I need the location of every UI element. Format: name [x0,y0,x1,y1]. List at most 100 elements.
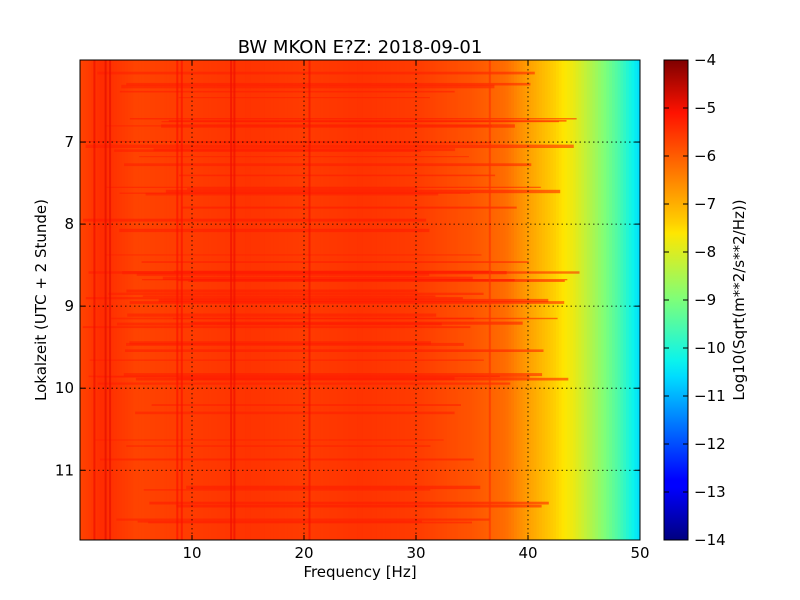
heatmap-column [110,60,115,540]
heatmap-band [89,359,484,361]
heatmap-band [162,276,473,280]
heatmap-band [149,501,549,505]
heatmap-column [113,60,117,540]
heatmap-column [82,60,87,540]
heatmap-band [82,326,471,329]
heatmap-band [136,272,430,276]
colorbar-tick-label: −11 [694,387,726,405]
heatmap-column [567,60,571,540]
heatmap-band [165,189,561,194]
heatmap-column [626,60,630,540]
heatmap-column [592,60,596,540]
heatmap-column [122,60,126,540]
heatmap-column [620,60,624,540]
y-tick-label: 7 [64,133,74,151]
heatmap-column [141,60,145,540]
heatmap-band [88,271,580,274]
x-tick-label: 40 [518,544,537,562]
colorbar-tick-label: −7 [694,195,716,213]
heatmap-column [85,60,89,540]
heatmap-line [233,60,236,540]
heatmap-column [102,60,106,540]
heatmap-column [631,60,635,540]
colorbar-tick-label: −4 [694,51,716,69]
grid-lines [80,60,640,540]
heatmap-band [125,349,544,352]
heatmap-band [124,163,532,167]
heatmap-band [126,445,431,447]
heatmap-band [161,124,515,128]
heatmap-column [564,60,568,540]
heatmap-column [606,60,610,540]
heatmap-column [150,60,154,540]
colorbar-ticks: −4 −5 −6 −7 −8 −9 −10 −11 −12 −13 −14 [664,51,726,549]
heatmap-band [141,261,529,263]
x-axis-ticks: 10 20 30 40 50 [182,60,650,562]
heatmap-spectral-lines [93,60,491,540]
heatmap-band [151,404,461,406]
heatmap-band [127,313,437,317]
heatmap-band [158,298,549,303]
heatmap-column [547,60,551,540]
heatmap-band [95,439,444,441]
heatmap-line [308,60,311,540]
y-axis-ticks: 7 8 9 10 11 [55,133,640,479]
heatmap-column [575,60,579,540]
heatmap-band [100,458,474,461]
heatmap-column [617,60,621,540]
heatmap-band [85,144,574,148]
heatmap-band [181,206,517,209]
heatmap-column [586,60,591,540]
heatmap-column [603,60,607,540]
heatmap-column [130,60,134,540]
colorbar-tick-label: −8 [694,243,716,261]
heatmap-column [124,60,129,540]
x-tick-label: 30 [406,544,425,562]
heatmap-column [612,60,616,540]
heatmap-column [572,60,577,540]
heatmap-column [133,60,137,540]
colorbar-tick-label: −12 [694,435,726,453]
heatmap-band [116,518,490,521]
x-axis-title: Frequency [Hz] [303,563,416,581]
colorbar-tick-label: −5 [694,99,716,117]
heatmap-column [595,60,599,540]
heatmap-band [119,90,455,93]
plot-frame [79,59,641,541]
heatmap-column [609,60,613,540]
heatmap-column [144,60,148,540]
heatmap-band [119,228,430,233]
heatmap-column [96,60,101,540]
heatmap-band [97,376,530,378]
heatmap-band [129,301,565,304]
x-tick-label: 50 [630,544,649,562]
y-tick-label: 9 [64,297,74,315]
heatmap-band [106,186,541,188]
heatmap-column [138,60,143,540]
heatmap-band [188,280,565,282]
heatmap-band [121,84,495,89]
heatmap-band [179,174,496,177]
heatmap-column [105,60,109,540]
heatmap-column [155,60,159,540]
heatmap-column [634,60,638,540]
colorbar-label: Log10(Sqrt(m**2/s**2/Hz)) [730,199,748,400]
plot-area [80,60,640,540]
heatmap-band [143,489,431,491]
heatmap-band [190,321,523,325]
heatmap-band [153,148,456,152]
colorbar-tick-label: −6 [694,147,716,165]
y-tick-label: 11 [55,461,74,479]
heatmap-column [127,60,131,540]
heatmap-column [88,60,92,540]
heatmap-band [142,279,568,281]
heatmap-band [186,485,481,490]
heatmap-column [558,60,563,540]
heatmap-band [129,118,577,120]
y-axis-title: Lokalzeit (UTC + 2 Stunde) [32,199,50,401]
heatmap-band [105,254,482,256]
heatmap-column [119,60,123,540]
x-tick-label: 20 [294,544,313,562]
heatmap-band [84,141,430,143]
